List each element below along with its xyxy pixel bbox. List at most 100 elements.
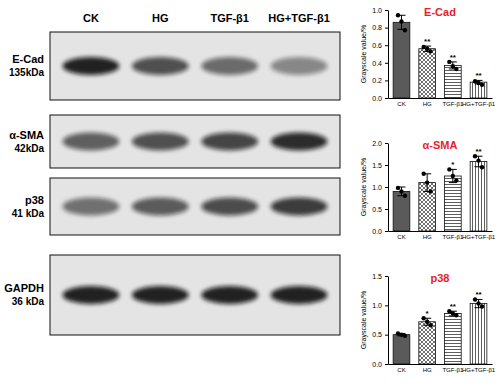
data-point [425, 47, 429, 51]
y-tick: 0.8 [372, 24, 388, 31]
blot-band [201, 57, 258, 75]
significance-label: ** [424, 37, 431, 46]
significance-label: ** [450, 302, 457, 311]
bar [444, 65, 461, 98]
significance-label: ** [475, 290, 482, 299]
bar [444, 314, 461, 364]
y-tick-label: 0.4 [372, 60, 382, 67]
blot-band [62, 57, 119, 75]
y-tick-mark [385, 276, 388, 277]
x-tick-label: HG+TGF-β1 [462, 101, 496, 107]
y-tick-label: 1.0 [372, 7, 382, 14]
y-tick-mark [385, 305, 388, 306]
x-tick: TGF-β1 [442, 364, 463, 373]
x-tick: HG+TGF-β1 [462, 364, 496, 373]
y-tick-label: 1.0 [372, 302, 382, 309]
y-tick-label: 2.0 [372, 140, 382, 147]
protein-label: E-Cad [12, 53, 44, 65]
blot-band [201, 286, 258, 304]
lane-label: HG+TGF-β1 [268, 12, 329, 24]
bar [470, 304, 487, 364]
x-tick-label: TGF-β1 [442, 101, 463, 107]
plot-marks [393, 154, 487, 231]
y-axis-title: Grayscale value/% [360, 158, 368, 216]
data-point [428, 189, 432, 193]
y-tick-mark [385, 28, 388, 29]
y-tick-label: 0.5 [372, 331, 382, 338]
y-tick-label: 0.0 [372, 361, 382, 368]
y-tick-label: 1.0 [372, 184, 382, 191]
y-tick: 2.0 [372, 140, 388, 147]
data-point [399, 189, 403, 193]
bar [393, 22, 410, 98]
y-tick-mark [385, 335, 388, 336]
y-tick: 1.5 [372, 162, 388, 169]
y-tick-mark [385, 45, 388, 46]
protein-label: GAPDH [4, 282, 44, 294]
significance-label: ** [450, 53, 457, 62]
x-axis: CK HG TGF-β1HG+TGF-β1 [389, 364, 496, 373]
data-point [428, 49, 432, 53]
y-tick-mark [385, 209, 388, 210]
y-tick: 1.0 [372, 302, 388, 309]
y-tick: 1.0 [372, 184, 388, 191]
data-point [421, 172, 425, 176]
blot-panel [50, 178, 340, 235]
data-point [451, 174, 455, 178]
bar [419, 322, 436, 364]
data-point [454, 178, 458, 182]
y-tick: 1.5 [372, 273, 388, 280]
blot: CKHGTGF-β1HG+TGF-β1E-Cad135kDaα-SMA42kDa… [4, 12, 340, 335]
y-tick-mark [385, 231, 388, 232]
y-tick-label: 1.5 [372, 273, 382, 280]
y-tick-mark [385, 364, 388, 365]
y-tick: 0.5 [372, 331, 388, 338]
blot-band [201, 198, 258, 216]
x-axis-line [389, 98, 493, 99]
data-point [425, 320, 429, 324]
y-axis: 0.00.20.40.60.81.0 [372, 7, 388, 102]
x-tick: HG [423, 364, 432, 373]
y-tick-mark [385, 80, 388, 81]
y-tick: 0.6 [372, 42, 388, 49]
blot-band [132, 198, 189, 216]
data-point [454, 67, 458, 71]
y-tick-mark [385, 98, 388, 99]
x-tick: CK [397, 364, 405, 373]
lane-label: TGF-β1 [210, 12, 249, 24]
significance-label: ** [475, 147, 482, 156]
y-tick-mark [385, 165, 388, 166]
blot-band [62, 133, 119, 151]
significance-label: * [451, 160, 455, 169]
x-tick-label: TGF-β1 [442, 234, 463, 240]
y-tick: 0.4 [372, 60, 388, 67]
blot-band [271, 198, 328, 216]
bar-chart: 0.00.51.01.52.0CKHGTGF-β1HG+TGF-β1Graysc… [360, 139, 496, 240]
plot-marks [393, 297, 487, 364]
size-label: 42kDa [15, 143, 45, 154]
y-tick-label: 0.5 [372, 206, 382, 213]
blot-panel [50, 32, 340, 100]
y-axis-line [388, 11, 389, 99]
y-axis: 0.0 0.5 1.0 1.5 [372, 273, 388, 368]
blot-band [132, 57, 189, 75]
chart-title: α-SMA [423, 139, 458, 151]
size-label: 135kDa [9, 67, 44, 78]
data-point [399, 19, 403, 23]
significance-label: * [426, 309, 430, 318]
y-axis-title: Grayscale value/% [360, 291, 368, 349]
significance-label: ** [475, 71, 482, 80]
x-tick-label: CK [397, 367, 405, 373]
lane-label: HG [152, 12, 169, 24]
y-tick-label: 0.8 [372, 24, 382, 31]
x-axis-line [389, 364, 493, 365]
plot-marks [393, 13, 487, 98]
x-tick-label: HG [423, 367, 432, 373]
x-tick-label: HG+TGF-β1 [462, 234, 496, 240]
data-point [476, 158, 480, 162]
x-tick-label: CK [397, 234, 405, 240]
lane-label: CK [83, 12, 99, 24]
x-tick: CK [397, 231, 405, 240]
chart-title: E-Cad [424, 6, 456, 18]
y-axis-title: Grayscale value/% [360, 25, 368, 83]
